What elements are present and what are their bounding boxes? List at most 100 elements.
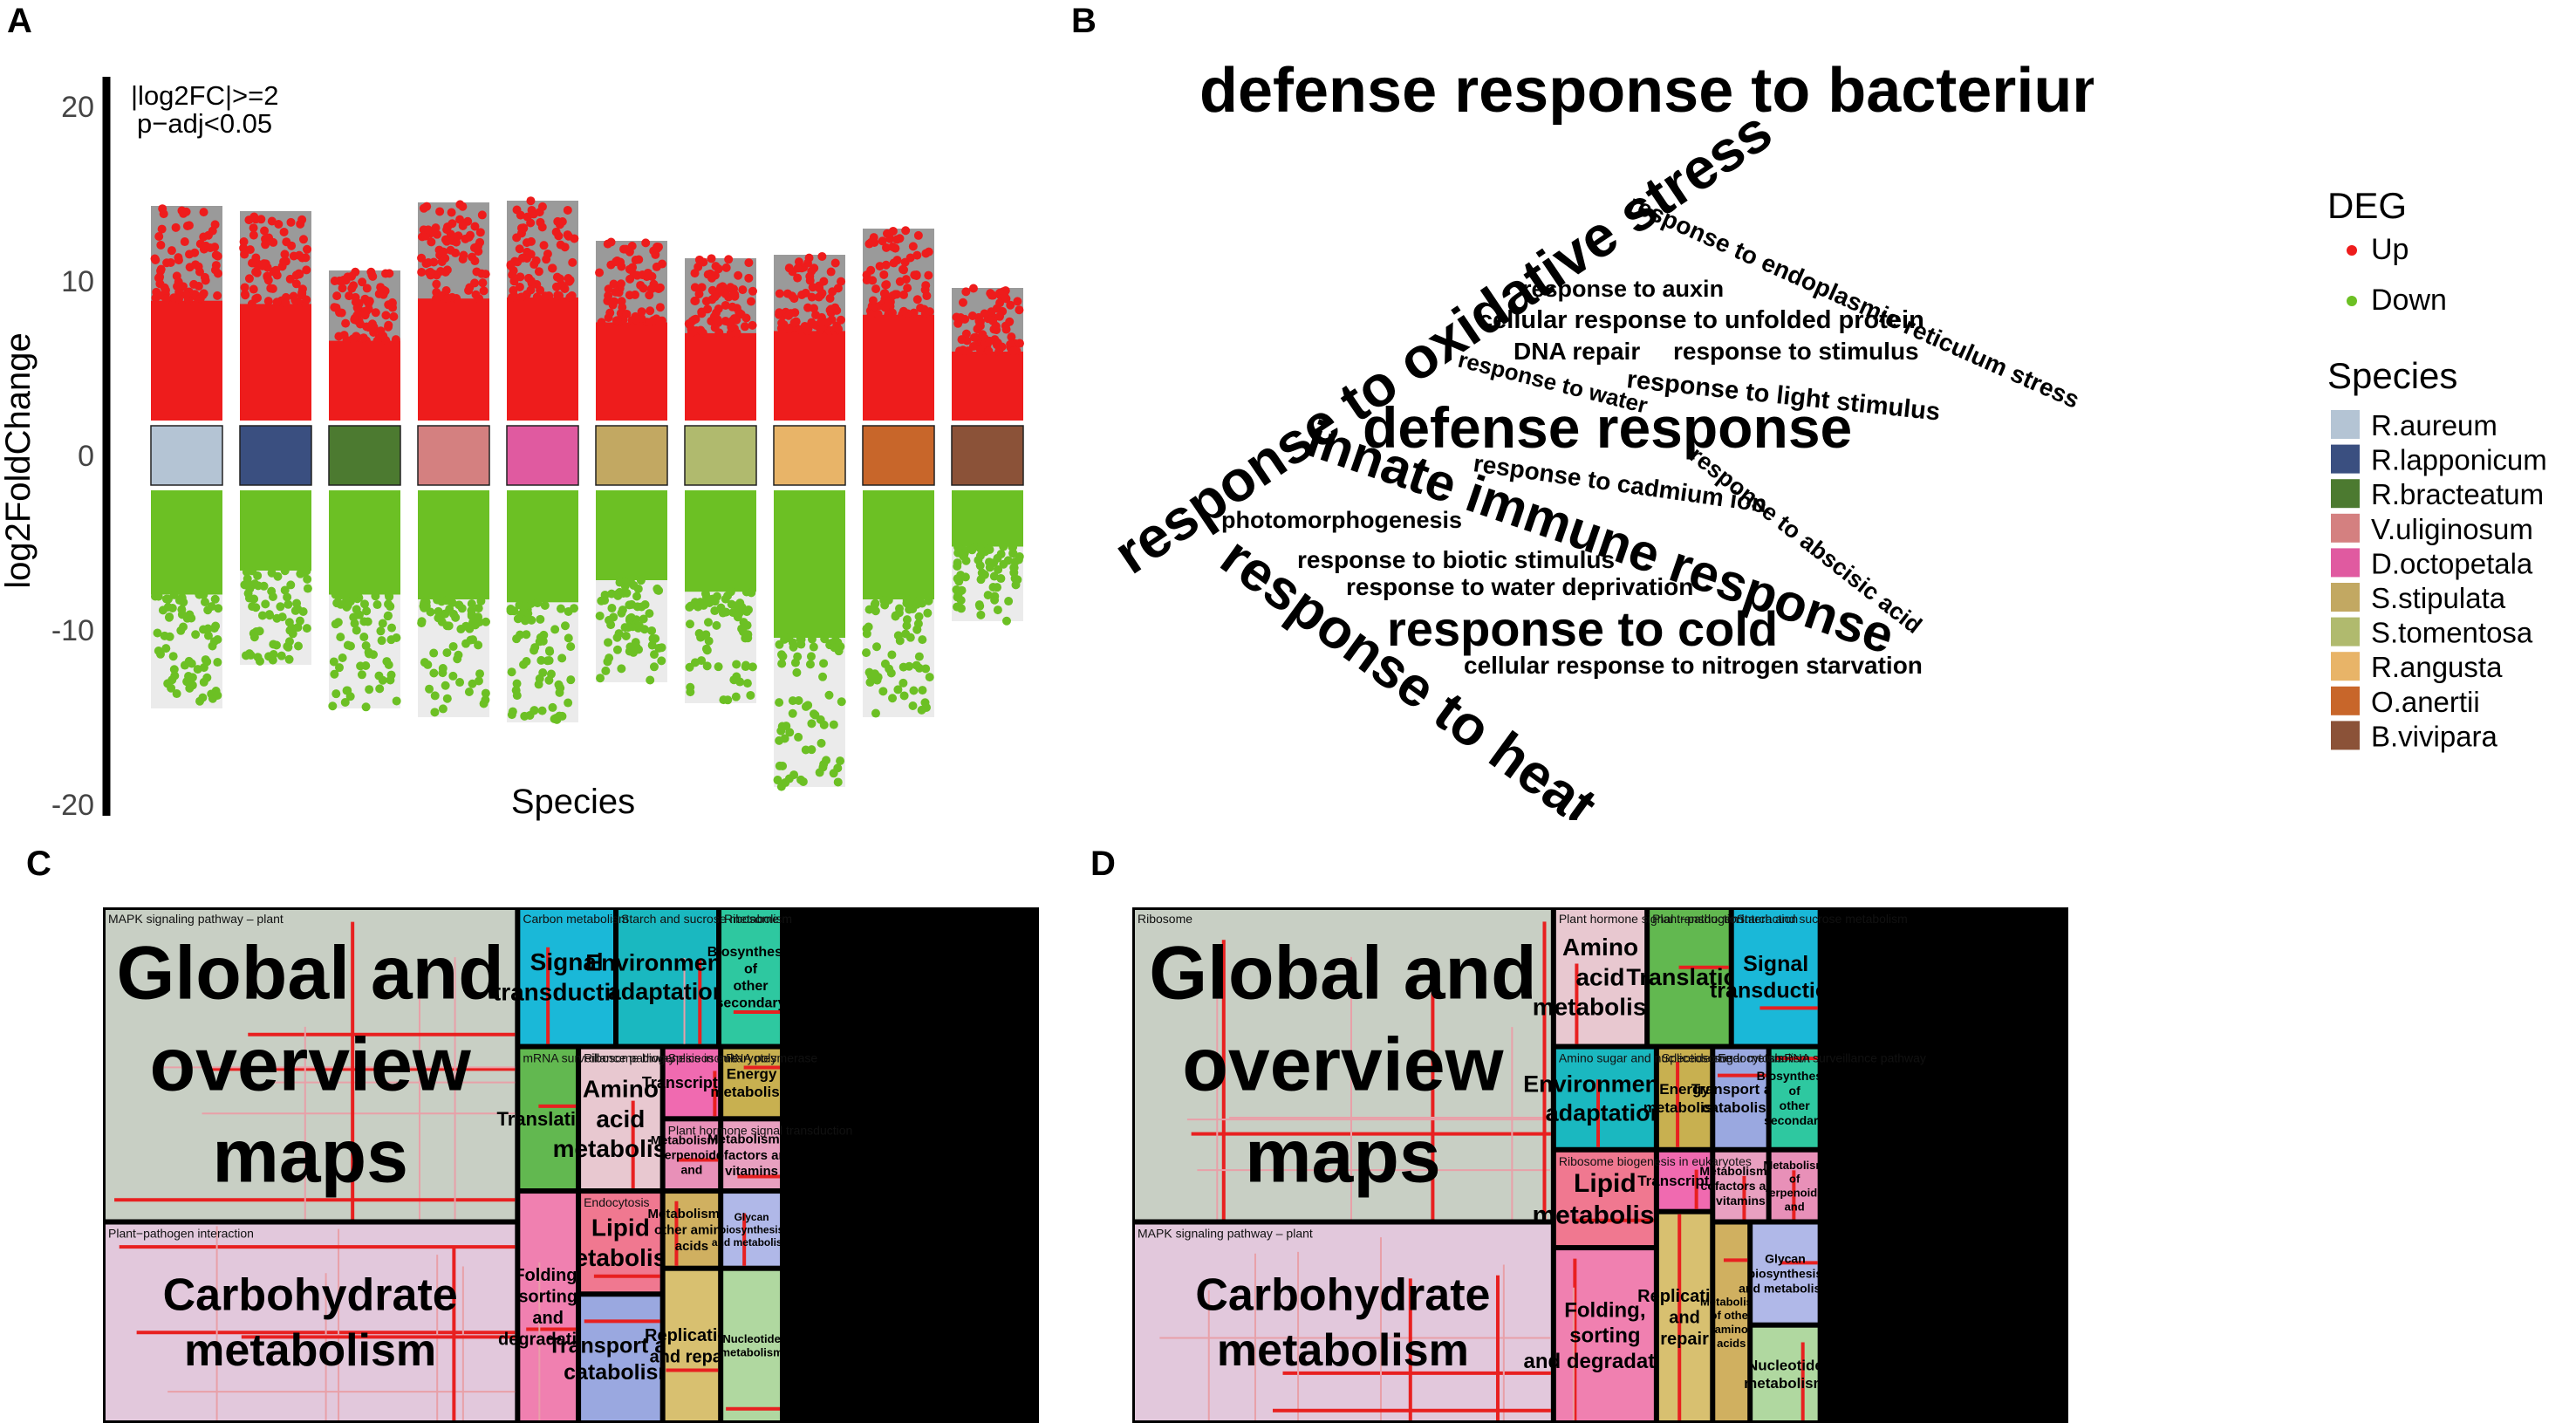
- up-deg-point: [612, 257, 621, 267]
- up-deg-point: [451, 248, 461, 257]
- up-deg-point: [249, 223, 258, 233]
- up-deg-point: [653, 243, 662, 253]
- down-deg-point: [386, 602, 395, 612]
- treemap-label: Folding, sorting and degradation: [498, 1266, 598, 1349]
- up-deg-point: [537, 202, 547, 211]
- up-deg-point: [481, 270, 490, 279]
- down-deg-point: [534, 680, 543, 689]
- down-deg-point: [647, 640, 657, 650]
- down-deg-point: [454, 600, 464, 610]
- down-deg-point: [967, 545, 977, 555]
- treemap-small-label: Starch and sucrose metabolism: [621, 912, 792, 926]
- down-deg-point: [974, 600, 984, 610]
- up-deg-point: [993, 338, 1002, 347]
- legend-label: R.lapponicum: [2371, 444, 2547, 476]
- treemap-cell: [1658, 1214, 1711, 1420]
- down-deg-point: [257, 611, 267, 620]
- down-deg-point: [334, 663, 344, 673]
- treemap-small-label: Plant hormone signal transduction: [668, 1123, 853, 1137]
- treemap-cell: [723, 1194, 780, 1266]
- wordcloud-term: defense response: [1363, 395, 1852, 460]
- down-deg-point: [474, 676, 483, 686]
- up-deg-point: [372, 336, 382, 345]
- up-deg-point: [891, 290, 900, 299]
- up-deg-point: [744, 258, 754, 268]
- up-deg-point: [295, 250, 304, 260]
- up-deg-point: [565, 292, 575, 302]
- up-deg-point: [240, 250, 249, 259]
- down-deg-point: [548, 702, 557, 712]
- down-deg-point: [1001, 616, 1011, 626]
- up-deg-point: [625, 264, 634, 274]
- treemap-label: Biosynthesis of other secondary: [707, 945, 795, 1011]
- up-deg-point: [362, 284, 372, 293]
- down-deg-point: [441, 609, 450, 619]
- up-deg-point: [880, 289, 890, 298]
- down-deg-point: [359, 633, 369, 642]
- treemap-small-label: Spliceosome: [668, 1051, 738, 1065]
- down-deg-point: [522, 657, 531, 667]
- up-deg-point: [515, 244, 524, 254]
- up-deg-point: [161, 294, 171, 304]
- down-deg-point: [554, 680, 564, 689]
- up-deg-point: [206, 243, 215, 253]
- wordcloud-term: response to water deprivation: [1346, 573, 1693, 600]
- down-deg-point: [188, 681, 197, 690]
- down-deg-point: [618, 605, 627, 615]
- up-deg-point: [715, 285, 725, 295]
- down-deg-point: [796, 775, 806, 784]
- down-deg-point: [158, 605, 167, 615]
- up-deg-point: [261, 240, 270, 250]
- up-deg-point: [338, 284, 347, 293]
- down-deg-point: [429, 668, 439, 678]
- up-deg-point: [607, 298, 617, 308]
- up-deg-point: [156, 240, 166, 250]
- up-deg-point: [879, 270, 889, 279]
- down-deg-point: [453, 654, 462, 664]
- down-deg-point: [425, 684, 434, 694]
- treemap-label: Nucleotide metabolism: [1744, 1357, 1826, 1392]
- down-deg-point: [375, 684, 385, 694]
- up-deg-point: [506, 260, 516, 270]
- down-deg-point: [386, 675, 395, 685]
- down-deg-point: [983, 591, 993, 600]
- up-deg-point: [552, 272, 562, 282]
- wordcloud-term: cellular response to nitrogen starvation: [1464, 652, 1923, 679]
- down-deg-point: [899, 691, 909, 701]
- up-deg-point: [621, 244, 631, 254]
- up-deg-point: [391, 335, 400, 345]
- up-deg-point: [472, 267, 482, 277]
- legend-swatch: [2331, 479, 2360, 509]
- down-deg-point: [712, 620, 721, 630]
- down-deg-point: [198, 693, 208, 702]
- up-deg-point: [654, 284, 664, 294]
- down-deg-point: [272, 613, 282, 623]
- up-deg-point: [260, 226, 270, 236]
- up-deg-point: [259, 259, 269, 269]
- down-deg-point: [649, 650, 659, 660]
- treemap-label: Metabolism of terpenoids and: [651, 1132, 733, 1176]
- down-deg-point: [536, 655, 546, 665]
- down-deg-point: [506, 604, 516, 613]
- down-deg-point: [285, 626, 295, 635]
- down-deg-point: [985, 563, 994, 572]
- up-deg-point: [837, 277, 846, 286]
- legend-swatch: [2331, 410, 2360, 439]
- up-deg-point: [881, 280, 891, 290]
- down-deg-point: [601, 666, 611, 675]
- up-deg-point: [815, 284, 824, 293]
- down-deg-point: [696, 633, 706, 642]
- down-deg-point: [284, 654, 294, 664]
- legend-marker: [2347, 245, 2357, 256]
- up-deg-point: [479, 286, 489, 296]
- down-deg-point: [283, 592, 292, 602]
- up-deg-point: [244, 274, 254, 284]
- up-deg-point: [828, 287, 837, 297]
- up-deg-point: [563, 230, 572, 240]
- up-deg-point: [605, 308, 615, 318]
- down-deg-point: [776, 726, 786, 735]
- up-deg-point: [384, 320, 393, 330]
- down-deg-point: [214, 604, 223, 613]
- down-deg-point: [639, 614, 648, 624]
- up-deg-point: [478, 278, 488, 288]
